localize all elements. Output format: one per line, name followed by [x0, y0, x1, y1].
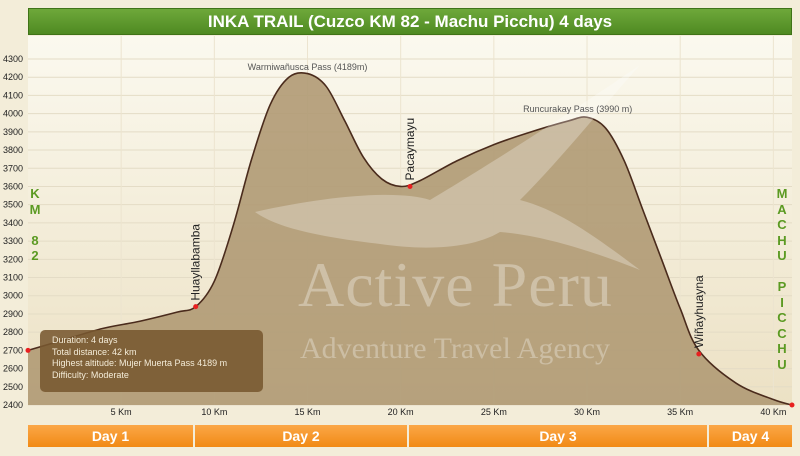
info-altitude: Highest altitude: Mujer Muerta Pass 4189… — [52, 358, 228, 368]
y-tick-label: 3300 — [3, 236, 23, 246]
waypoint-marker — [25, 347, 31, 353]
day-2-band: Day 2 — [195, 425, 407, 447]
y-tick-label: 3600 — [3, 181, 23, 191]
y-tick-label: 3400 — [3, 218, 23, 228]
y-tick-label: 4200 — [3, 72, 23, 82]
y-tick-label: 3500 — [3, 200, 23, 210]
camp-annotation: Wiñayhuayna — [692, 275, 706, 348]
camp-annotation: Pacaymayu — [403, 118, 417, 181]
info-difficulty: Difficulty: Moderate — [52, 369, 129, 380]
day-4-band: Day 4 — [709, 425, 792, 447]
info-duration: Duration: 4 days — [52, 335, 118, 345]
day-1-band: Day 1 — [28, 425, 193, 447]
y-tick-label: 2800 — [3, 327, 23, 337]
x-tick-label: 5 Km — [111, 407, 132, 417]
watermark-tagline: Adventure Travel Agency — [300, 332, 610, 365]
watermark-brand: Active Peru — [298, 249, 613, 320]
x-tick-label: 35 Km — [667, 407, 693, 417]
camp-annotation: Huayllabamba — [189, 224, 203, 301]
x-tick-label: 25 Km — [481, 407, 507, 417]
y-tick-label: 3100 — [3, 273, 23, 283]
info-distance: Total distance: 42 km — [52, 346, 137, 357]
day-3-band: Day 3 — [409, 425, 707, 447]
y-tick-label: 4000 — [3, 109, 23, 119]
waypoint-marker — [193, 304, 199, 310]
y-tick-label: 3200 — [3, 254, 23, 264]
y-tick-label: 3900 — [3, 127, 23, 137]
waypoint-marker — [789, 402, 795, 408]
y-tick-label: 4100 — [3, 90, 23, 100]
x-tick-label: 15 Km — [295, 407, 321, 417]
y-tick-label: 3800 — [3, 145, 23, 155]
elevation-area — [27, 71, 793, 406]
y-tick-label: 2700 — [3, 345, 23, 355]
x-tick-label: 30 Km — [574, 407, 600, 417]
y-tick-label: 2600 — [3, 364, 23, 374]
y-tick-label: 2500 — [3, 382, 23, 392]
elevation-fill — [28, 72, 792, 405]
waypoint-marker — [407, 183, 413, 189]
trek-info-box: Duration: 4 days Total distance: 42 km H… — [40, 330, 263, 392]
pass-annotation: Runcurakay Pass (3990 m) — [523, 104, 632, 114]
chart-title: INKA TRAIL (Cuzco KM 82 - Machu Picchu) … — [28, 8, 792, 35]
end-machu-picchu-label: M A C H U P I C C H U — [776, 186, 788, 372]
y-tick-label: 3000 — [3, 291, 23, 301]
pass-annotation: Warmiwañusca Pass (4189m) — [248, 62, 368, 72]
elevation-profile-line — [27, 71, 793, 406]
waypoint-marker — [696, 351, 702, 357]
y-tick-label: 3700 — [3, 163, 23, 173]
condor-watermark — [255, 65, 640, 270]
y-tick-label: 2900 — [3, 309, 23, 319]
x-tick-label: 40 Km — [760, 407, 786, 417]
start-km82-label: K M 8 2 — [29, 186, 41, 263]
x-tick-label: 20 Km — [388, 407, 414, 417]
y-tick-label: 2400 — [3, 400, 23, 410]
x-tick-label: 10 Km — [201, 407, 227, 417]
y-tick-label: 4300 — [3, 54, 23, 64]
